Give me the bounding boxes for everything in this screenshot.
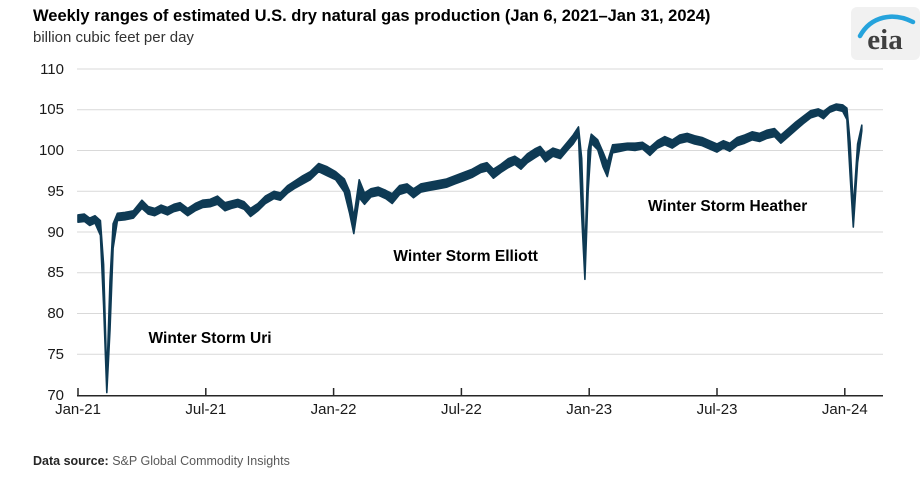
y-axis-label: 85 (47, 264, 64, 282)
eia-logo-text: eia (867, 24, 903, 56)
x-axis-label: Jul-21 (185, 401, 227, 418)
chart-title: Weekly ranges of estimated U.S. dry natu… (33, 7, 711, 25)
data-source-value: S&P Global Commodity Insights (112, 454, 290, 468)
y-axis-label: 75 (47, 345, 64, 363)
x-axis-label: Jul-23 (696, 401, 738, 418)
annotation-winter-storm-elliott: Winter Storm Elliott (393, 248, 538, 266)
x-axis (77, 388, 883, 397)
gridlines (77, 68, 883, 355)
y-axis-label: 80 (47, 305, 64, 322)
eia-logo: eia (851, 7, 920, 60)
x-axis-label: Jan-24 (821, 401, 868, 418)
annotation-winter-storm-uri: Winter Storm Uri (148, 329, 272, 347)
x-axis-label: Jan-21 (55, 401, 101, 418)
production-range-band (77, 103, 863, 394)
y-axis-label: 70 (47, 386, 64, 404)
data-source: Data source: S&P Global Commodity Insigh… (33, 454, 290, 468)
y-axis-label: 110 (40, 60, 64, 78)
chart-unit-label: billion cubic feet per day (33, 29, 194, 46)
y-axis-label: 95 (47, 182, 64, 200)
x-axis-label: Jan-23 (566, 401, 613, 418)
y-axis-label: 90 (47, 223, 64, 241)
x-axis-label: Jul-22 (440, 401, 482, 418)
y-axis-label: 100 (38, 142, 64, 159)
annotation-winter-storm-heather: Winter Storm Heather (648, 197, 808, 215)
data-source-label: Data source: (33, 454, 109, 468)
y-axis-label: 105 (38, 101, 64, 119)
eia-logo-swoosh-icon (857, 14, 916, 39)
x-axis-label: Jan-22 (310, 401, 357, 418)
